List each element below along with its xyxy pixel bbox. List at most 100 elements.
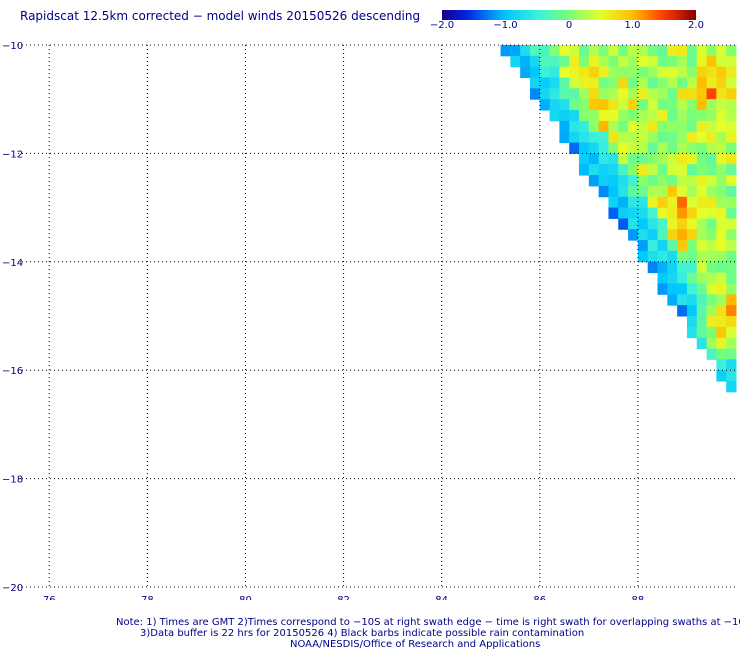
swath-cell xyxy=(608,175,619,187)
swath-cell xyxy=(539,45,551,57)
swath-cell xyxy=(647,261,659,274)
swath-cell xyxy=(588,164,600,176)
swath-cell xyxy=(667,185,678,198)
swath-cell xyxy=(588,66,600,79)
swath-cell xyxy=(706,66,717,79)
swath-cell xyxy=(598,175,609,187)
swath-cell xyxy=(520,45,531,57)
swath-cell xyxy=(726,348,737,360)
swath-cell xyxy=(500,45,511,57)
swath-cell xyxy=(677,153,688,165)
swath-cell xyxy=(628,55,639,68)
note-line-1: Note: 1) Times are GMT 2)Times correspon… xyxy=(116,617,740,628)
swath-cell xyxy=(598,88,609,100)
swath-cell xyxy=(667,196,678,209)
swath-cell xyxy=(696,218,708,230)
x-tick-labels: 76 78 80 82 84 86 88 xyxy=(43,595,644,600)
swath-cell xyxy=(618,77,629,89)
swath-cell xyxy=(696,142,708,154)
swath-cell xyxy=(696,131,708,144)
swath-cell xyxy=(618,153,629,165)
swath-cell xyxy=(706,250,717,263)
swath-cell xyxy=(579,99,590,111)
swath-cell xyxy=(677,250,688,263)
swath-cell xyxy=(696,229,708,241)
swath-cell xyxy=(657,240,668,252)
swath-cell xyxy=(657,45,668,57)
swath-cell xyxy=(559,88,570,100)
swath-cell xyxy=(726,359,737,371)
swath-cell xyxy=(686,77,698,89)
swath-cell xyxy=(608,99,619,111)
swath-cell xyxy=(677,99,688,111)
swath-cell xyxy=(716,218,727,230)
swath-cell xyxy=(657,88,668,100)
swath-cell xyxy=(726,218,737,230)
swath-cell xyxy=(677,131,688,144)
colorbar-tick-label: −2.0 xyxy=(429,20,455,31)
swath-cell xyxy=(647,142,659,154)
swath-cell xyxy=(618,88,629,100)
swath-cell xyxy=(618,131,629,144)
swath-cell xyxy=(726,175,737,187)
swath-cell xyxy=(569,45,580,57)
swath-cell xyxy=(716,185,727,198)
swath-cell xyxy=(686,164,698,176)
swath-cell xyxy=(726,120,737,133)
swath-cell xyxy=(628,185,639,198)
swath-cell xyxy=(520,55,531,68)
y-tick-label: −16 xyxy=(2,366,23,377)
swath-cell xyxy=(569,110,580,122)
swath-cell xyxy=(628,99,639,111)
swath-cell xyxy=(716,316,727,328)
swath-cell xyxy=(696,240,708,252)
swath-cell xyxy=(579,142,590,154)
swath-cell xyxy=(647,229,659,241)
swath-cell xyxy=(588,55,600,68)
x-tick-label: 86 xyxy=(533,595,546,600)
swath-cell xyxy=(696,120,708,133)
swath-cell xyxy=(677,45,688,57)
swath-cell xyxy=(706,196,717,209)
swath-cell xyxy=(628,66,639,79)
swath-cell xyxy=(726,110,737,122)
swath-cell xyxy=(628,88,639,100)
swath-cell xyxy=(716,110,727,122)
swath-cell xyxy=(549,55,560,68)
swath-cell xyxy=(696,272,708,284)
swath-cell xyxy=(569,120,580,133)
swath-cell xyxy=(677,272,688,284)
swath-cell xyxy=(706,153,717,165)
swath-cell xyxy=(677,185,688,198)
swath-cell xyxy=(696,196,708,209)
swath-cell xyxy=(686,99,698,111)
swath-cell xyxy=(637,196,649,209)
colorbar-tick-label: 0 xyxy=(565,20,573,31)
swath-cell xyxy=(716,250,727,263)
swath-cell xyxy=(706,164,717,176)
swath-cell xyxy=(696,45,708,57)
swath-cell xyxy=(726,88,737,100)
swath-cell xyxy=(726,196,737,209)
swath-cell xyxy=(608,120,619,133)
swath-cell xyxy=(647,66,659,79)
swath-cell xyxy=(637,88,649,100)
swath-cell xyxy=(618,66,629,79)
swath-cell xyxy=(579,66,590,79)
swath-cell xyxy=(579,120,590,133)
swath-cell xyxy=(706,55,717,68)
swath-cell xyxy=(706,283,717,295)
swath-cell xyxy=(569,88,580,100)
swath-cell xyxy=(579,55,590,68)
swath-cell xyxy=(716,131,727,144)
swath-cell xyxy=(588,175,600,187)
swath-cell xyxy=(539,77,551,89)
swath-cell xyxy=(696,110,708,122)
swath-cell xyxy=(686,316,698,328)
swath-cell xyxy=(579,153,590,165)
swath-cell xyxy=(520,66,531,79)
swath-cell xyxy=(608,153,619,165)
swath-cell xyxy=(696,283,708,295)
swath-cell xyxy=(667,131,678,144)
swath-cell xyxy=(696,77,708,89)
